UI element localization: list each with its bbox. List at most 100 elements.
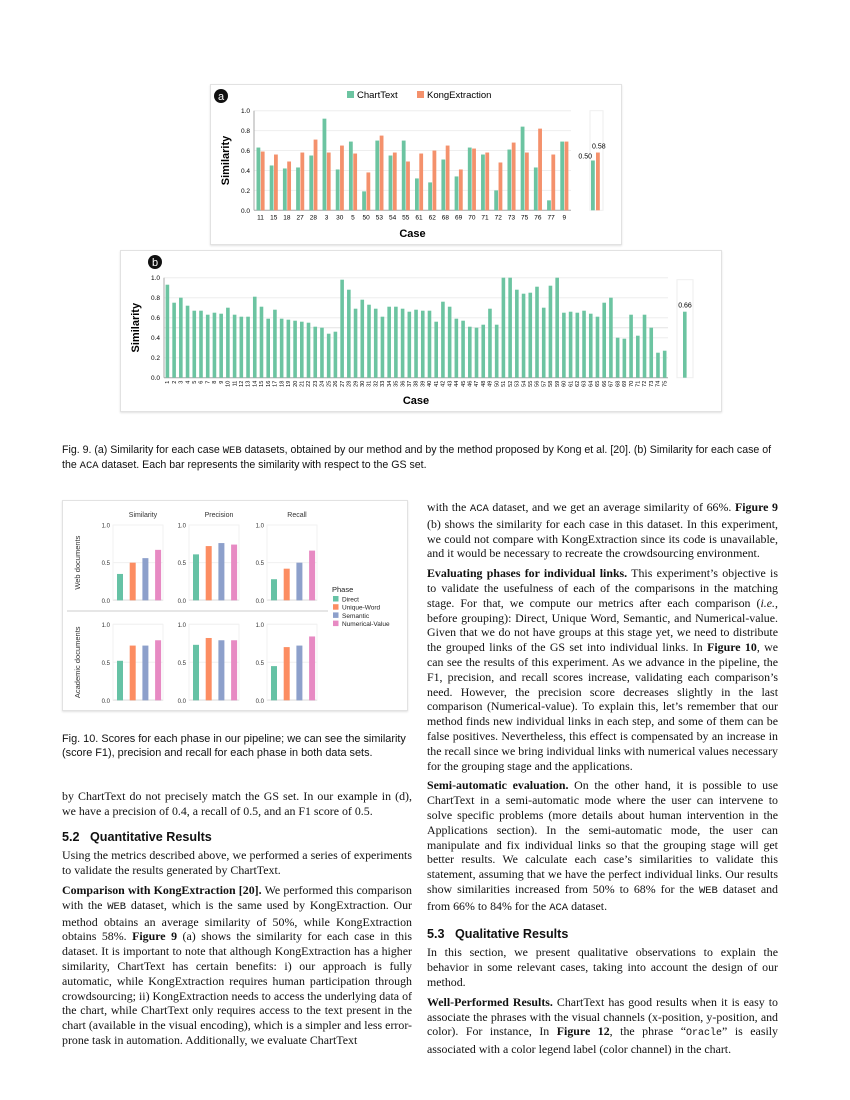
text-run: ACA bbox=[549, 901, 569, 914]
bar bbox=[615, 337, 620, 378]
paragraph: Comparison with KongExtraction [20]. We … bbox=[62, 883, 412, 1048]
section-title: Qualitative Results bbox=[455, 926, 569, 941]
bar bbox=[562, 312, 566, 378]
bar bbox=[380, 316, 385, 378]
y-tick-label: 0.0 bbox=[151, 375, 160, 382]
x-tick-label: 17 bbox=[273, 381, 279, 387]
panel-label: b bbox=[152, 257, 158, 269]
x-tick-label: 18 bbox=[279, 381, 285, 387]
legend-swatch bbox=[333, 620, 339, 627]
bar bbox=[407, 311, 412, 378]
paragraph: Well-Performed Results. ChartText has go… bbox=[427, 995, 778, 1057]
bar-semantic bbox=[218, 543, 225, 601]
y-tick-label: 0.0 bbox=[178, 699, 187, 705]
bar bbox=[420, 310, 425, 378]
bar-charttext bbox=[560, 141, 565, 211]
bar-kongextraction bbox=[458, 169, 463, 211]
x-tick-label: 67 bbox=[609, 381, 615, 387]
x-tick-label: 23 bbox=[313, 381, 319, 387]
bar bbox=[629, 314, 633, 378]
bar-charttext bbox=[428, 182, 433, 211]
x-tick-label: 46 bbox=[468, 381, 474, 387]
x-tick-label: 33 bbox=[380, 381, 386, 387]
bar bbox=[212, 312, 217, 378]
chart-9a: a ChartText KongExtraction 0.0 0.2 0.4 0.6 0.8 1… bbox=[214, 89, 606, 240]
x-tick-label: 29 bbox=[353, 381, 359, 387]
x-tick-label: 49 bbox=[488, 381, 494, 387]
x-tick-label: 3 bbox=[325, 214, 329, 221]
bar bbox=[300, 321, 304, 378]
bar bbox=[259, 306, 264, 378]
x-tick-label: 9 bbox=[219, 381, 225, 384]
x-tick-label: 30 bbox=[360, 381, 366, 387]
x-tick-label: 58 bbox=[548, 381, 554, 387]
x-tick-label: 18 bbox=[283, 214, 291, 221]
bar bbox=[582, 310, 586, 378]
text-run: Evaluating phases for individual links. bbox=[427, 566, 628, 581]
y-tick-label: 1.0 bbox=[102, 623, 111, 629]
bar-kongextraction bbox=[366, 172, 371, 211]
x-tick-label: 61 bbox=[568, 381, 574, 387]
bar-charttext bbox=[467, 147, 472, 211]
right-column: with the ACA dataset, and we get an aver… bbox=[427, 500, 778, 1057]
text-run: Fig. 10. Scores for each phase in our pi… bbox=[62, 733, 406, 759]
x-tick-label: 44 bbox=[454, 381, 460, 387]
text-run: i.e. bbox=[760, 595, 776, 610]
figure-9b: b 0.0 0.2 0.4 0.6 0.8 1.0 1 2 3 4 5 6 7 8 9 10 11 12 13 14 15… bbox=[120, 250, 722, 412]
bar-kongextraction bbox=[274, 154, 278, 211]
row-label: Web documents bbox=[73, 535, 82, 589]
bar bbox=[192, 310, 197, 378]
y-tick-label: 0.5 bbox=[178, 561, 187, 567]
text-run: dataset. Each bar represents the similar… bbox=[98, 458, 427, 471]
y-tick-label: 0.5 bbox=[256, 661, 265, 667]
bar-numerical-value bbox=[155, 549, 162, 601]
x-tick-label: 66 bbox=[602, 381, 608, 387]
bar bbox=[488, 308, 492, 378]
bar bbox=[367, 304, 371, 378]
bar bbox=[239, 316, 244, 378]
figure-10-caption: Fig. 10. Scores for each phase in our pi… bbox=[62, 732, 414, 760]
text-run: datasets, obtained by our method and by … bbox=[62, 444, 772, 471]
x-tick-label: 56 bbox=[535, 381, 541, 387]
bar-charttext bbox=[481, 154, 485, 211]
x-tick-label: 40 bbox=[427, 381, 433, 387]
bar bbox=[293, 320, 297, 378]
bar-kongextraction bbox=[353, 153, 358, 211]
bar bbox=[232, 314, 237, 378]
text-run: Oracle bbox=[686, 1028, 723, 1040]
bar bbox=[602, 302, 606, 378]
bar-charttext bbox=[362, 191, 366, 211]
bar bbox=[494, 324, 499, 378]
x-tick-label: 34 bbox=[387, 381, 393, 387]
average-panel bbox=[676, 279, 694, 379]
paragraph: Evaluating phases for individual links. … bbox=[427, 566, 778, 773]
figure-9a: a ChartText KongExtraction 0.0 0.2 0.4 0.6 0.8 1… bbox=[210, 84, 622, 245]
average-label: 0.58 bbox=[592, 144, 606, 151]
y-tick-label: 0.6 bbox=[241, 148, 250, 155]
bar bbox=[172, 302, 176, 378]
x-tick-label: 62 bbox=[575, 381, 581, 387]
bar bbox=[441, 301, 445, 378]
average-bar bbox=[683, 311, 687, 378]
x-tick-label: 14 bbox=[252, 381, 258, 387]
y-axis-title: Similarity bbox=[130, 302, 142, 352]
bar-kongextraction bbox=[498, 162, 503, 211]
figure-9-caption: Fig. 9. (a) Similarity for each case WEB… bbox=[62, 444, 782, 473]
bar bbox=[219, 313, 223, 378]
bar-charttext bbox=[282, 168, 287, 211]
x-tick-label: 28 bbox=[310, 214, 318, 221]
bar bbox=[541, 307, 546, 378]
bar bbox=[427, 310, 432, 378]
text-run: WEB bbox=[698, 884, 718, 897]
x-tick-label: 38 bbox=[414, 381, 420, 387]
paragraph: Using the metrics described above, we pe… bbox=[62, 848, 412, 878]
bar-kongextraction bbox=[419, 153, 424, 211]
text-run: , before grouping): Direct, Unique Word,… bbox=[427, 595, 778, 655]
text-run: In this section, we present qualitative … bbox=[427, 945, 778, 989]
bar bbox=[320, 327, 324, 378]
legend-swatch bbox=[417, 91, 424, 98]
facet-frame bbox=[188, 524, 240, 601]
y-tick-label: 0.8 bbox=[241, 128, 250, 135]
bar bbox=[400, 308, 405, 378]
y-tick-label: 0.0 bbox=[241, 208, 250, 215]
